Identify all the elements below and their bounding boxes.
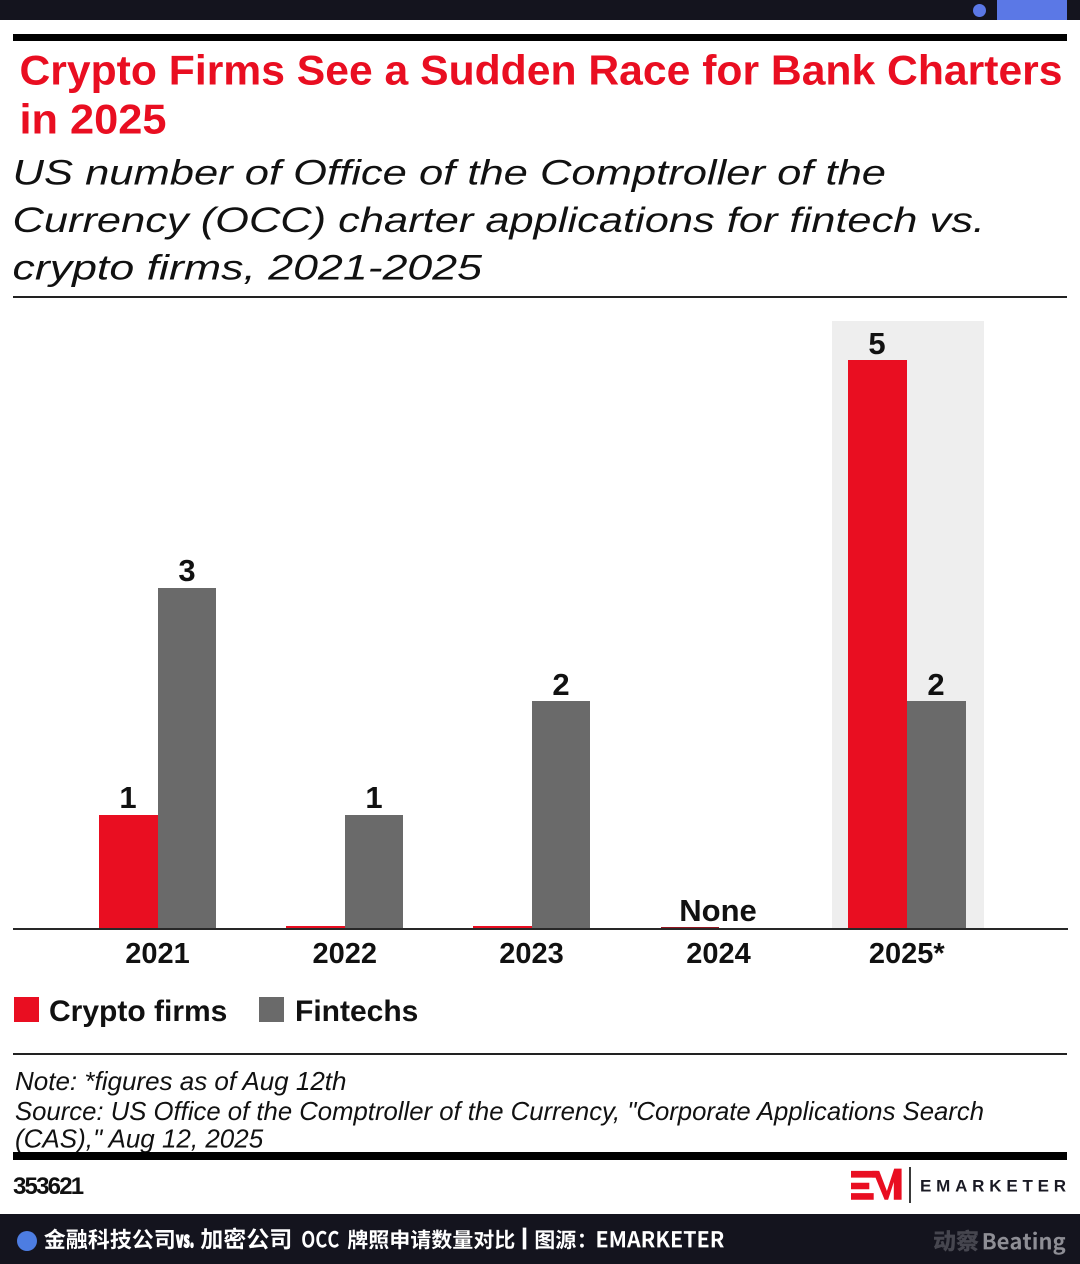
svg-text:crypto firms, 2021-2025: crypto firms, 2021-2025 bbox=[13, 249, 483, 288]
svg-text:Note: *figures as of Aug 12th: Note: *figures as of Aug 12th bbox=[15, 1066, 346, 1096]
svg-text:Crypto Firms See a Sudden Race: Crypto Firms See a Sudden Race for Bank … bbox=[20, 47, 1063, 94]
svg-text:Source: US Office of the Compt: Source: US Office of the Comptroller of … bbox=[15, 1096, 984, 1126]
svg-text:EMARKETER: EMARKETER bbox=[920, 1177, 1071, 1196]
svg-text:in 2025: in 2025 bbox=[20, 96, 167, 143]
svg-text:(CAS)," Aug 12, 2025: (CAS)," Aug 12, 2025 bbox=[15, 1124, 264, 1154]
svg-text:US number of Office of the Com: US number of Office of the Comptroller o… bbox=[13, 154, 887, 193]
svg-text:Currency (OCC) charter applica: Currency (OCC) charter applications for … bbox=[13, 201, 986, 240]
